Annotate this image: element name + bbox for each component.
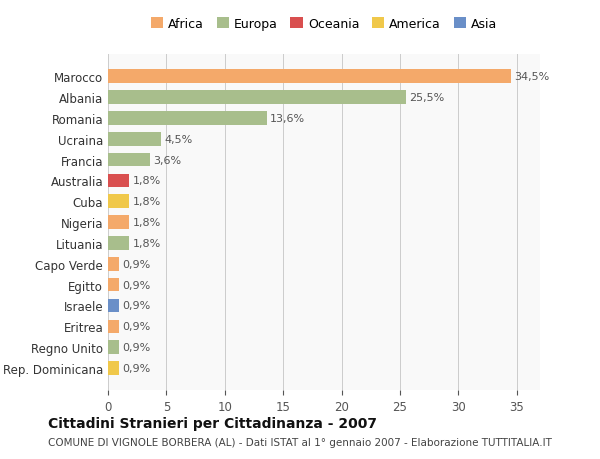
Text: 0,9%: 0,9% bbox=[122, 322, 150, 331]
Text: 25,5%: 25,5% bbox=[409, 93, 445, 103]
Text: 4,5%: 4,5% bbox=[164, 134, 192, 145]
Bar bbox=[108, 195, 129, 208]
Text: 13,6%: 13,6% bbox=[270, 114, 305, 123]
Text: 0,9%: 0,9% bbox=[122, 342, 150, 353]
Bar bbox=[108, 112, 267, 125]
Text: 1,8%: 1,8% bbox=[133, 238, 161, 248]
Text: 0,9%: 0,9% bbox=[122, 280, 150, 290]
Text: 1,8%: 1,8% bbox=[133, 218, 161, 228]
Text: Cittadini Stranieri per Cittadinanza - 2007: Cittadini Stranieri per Cittadinanza - 2… bbox=[48, 416, 377, 430]
Bar bbox=[108, 299, 119, 313]
Text: 0,9%: 0,9% bbox=[122, 301, 150, 311]
Bar bbox=[108, 361, 119, 375]
Bar bbox=[108, 153, 150, 167]
Bar bbox=[108, 216, 129, 230]
Text: COMUNE DI VIGNOLE BORBERA (AL) - Dati ISTAT al 1° gennaio 2007 - Elaborazione TU: COMUNE DI VIGNOLE BORBERA (AL) - Dati IS… bbox=[48, 437, 552, 447]
Text: 3,6%: 3,6% bbox=[154, 155, 182, 165]
Text: 34,5%: 34,5% bbox=[514, 72, 550, 82]
Bar bbox=[108, 91, 406, 105]
Legend: Africa, Europa, Oceania, America, Asia: Africa, Europa, Oceania, America, Asia bbox=[151, 18, 497, 31]
Bar bbox=[108, 133, 161, 146]
Text: 1,8%: 1,8% bbox=[133, 197, 161, 207]
Bar bbox=[108, 320, 119, 333]
Bar bbox=[108, 257, 119, 271]
Text: 0,9%: 0,9% bbox=[122, 259, 150, 269]
Text: 1,8%: 1,8% bbox=[133, 176, 161, 186]
Bar bbox=[108, 70, 511, 84]
Bar bbox=[108, 174, 129, 188]
Bar bbox=[108, 341, 119, 354]
Bar bbox=[108, 278, 119, 292]
Text: 0,9%: 0,9% bbox=[122, 363, 150, 373]
Bar bbox=[108, 237, 129, 250]
